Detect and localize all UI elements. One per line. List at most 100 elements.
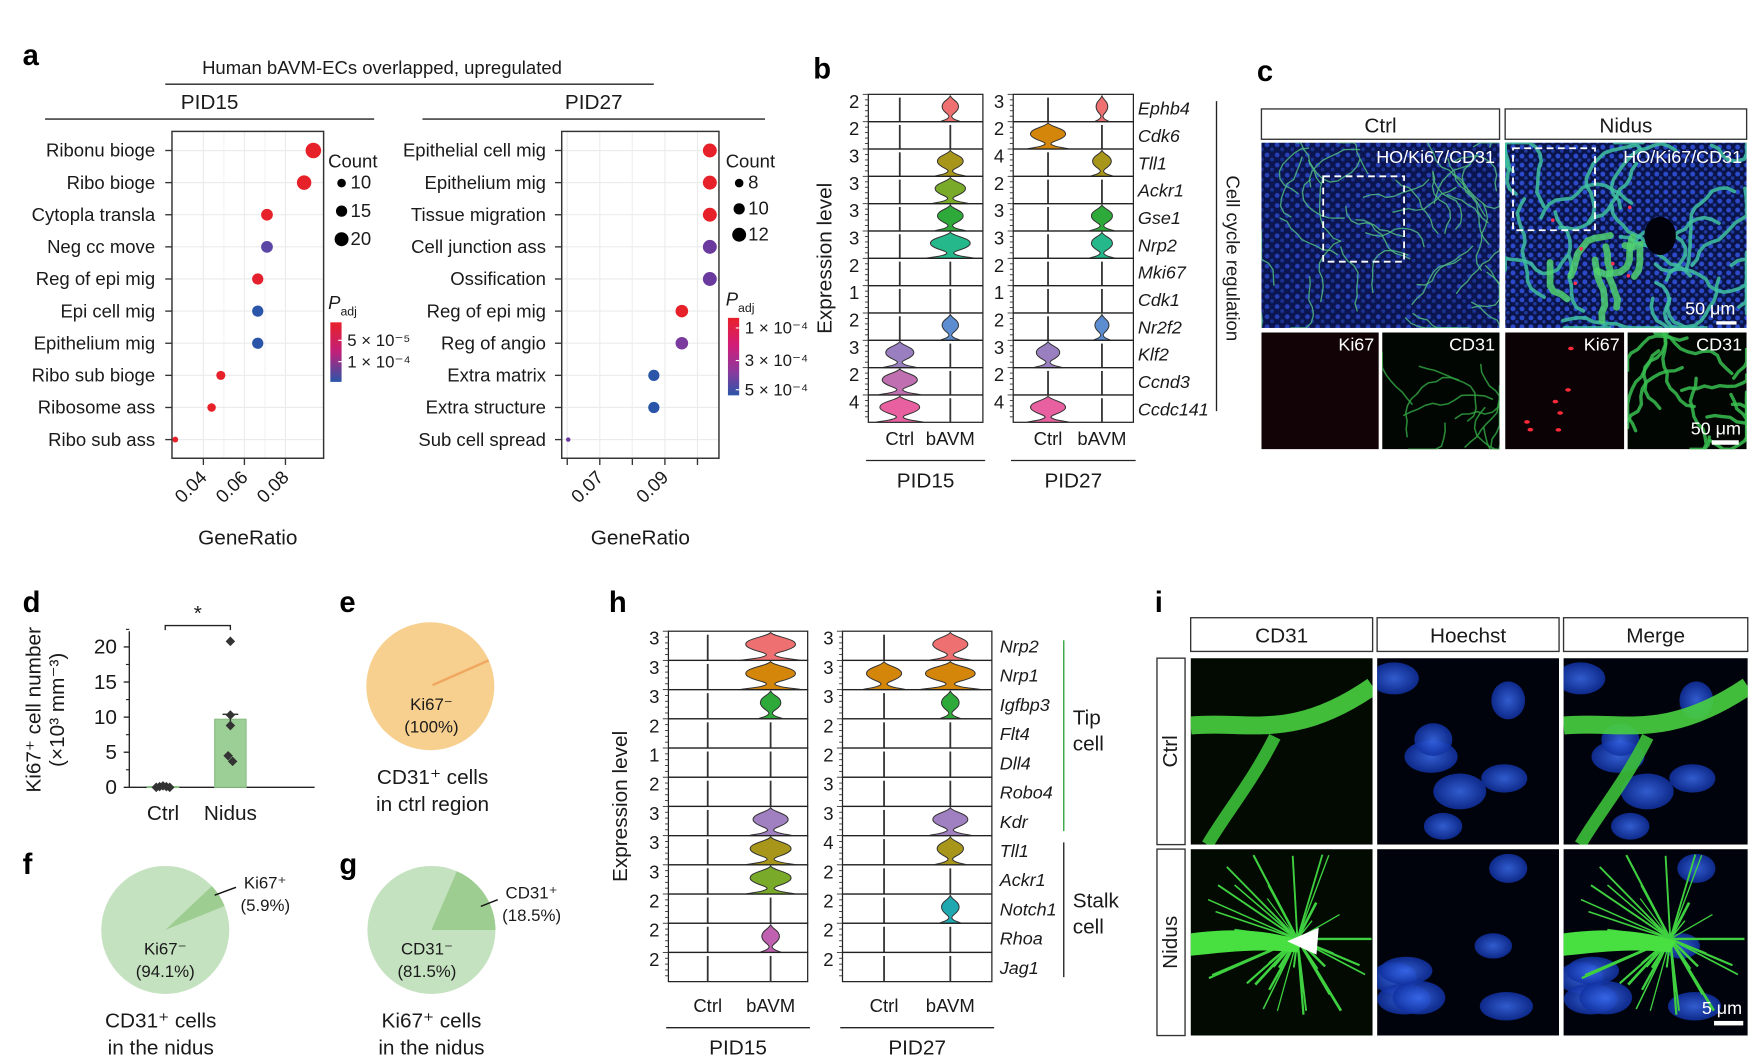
nucleus xyxy=(1566,956,1620,985)
term-label: Ribo sub bioge xyxy=(32,365,156,386)
violin-row-frame xyxy=(1012,203,1135,232)
sprout-filopodium xyxy=(1606,884,1671,940)
y-max-label: 3 xyxy=(849,337,859,358)
vessel-stroke xyxy=(1609,142,1678,210)
y-max-label: 4 xyxy=(849,391,859,412)
nucleus xyxy=(1563,662,1606,695)
violin-row-frame xyxy=(867,203,984,232)
panel-label-c: c xyxy=(1257,56,1273,88)
padj-legend-label: 1 × 10⁻⁴ xyxy=(745,319,808,338)
violin-bavm xyxy=(1089,149,1115,177)
vessel-stroke xyxy=(1690,186,1747,268)
vessel-branch xyxy=(1575,734,1654,845)
micrograph-ctrl-cd31 xyxy=(1190,658,1373,845)
term-label: Extra structure xyxy=(426,397,546,418)
vessel-stroke xyxy=(1473,406,1500,450)
vessel-stroke xyxy=(1649,296,1674,328)
pie-chart-g: CD31⁺ (18.5%) CD31⁻ (81.5%) Ki67⁺ cells in th… xyxy=(367,865,561,1058)
dotplot-a_pid15: PID15 0.04 0.06 0.08 GeneRatio Ribonu bioge Ri… xyxy=(32,91,411,550)
violin-row-frame xyxy=(841,922,993,954)
panel-label-b: b xyxy=(813,54,831,86)
nucleus xyxy=(1379,956,1433,985)
y-max-label: 3 xyxy=(994,91,1004,112)
sprout-filopodium xyxy=(1669,938,1699,968)
ki67-positive-cell xyxy=(1626,274,1631,278)
term-dot xyxy=(675,304,689,318)
ki67-background xyxy=(1505,332,1625,450)
violin-row-frame xyxy=(841,864,993,895)
panel-label-i: i xyxy=(1155,587,1163,619)
data-point xyxy=(225,636,236,647)
y-max-label: 2 xyxy=(823,715,833,736)
x-tick-label: 0.06 xyxy=(211,466,251,506)
nucleus xyxy=(1414,723,1453,756)
vessel-stroke xyxy=(1294,142,1322,185)
count-legend-dot xyxy=(335,205,348,217)
term-label: Ribonu bioge xyxy=(46,140,155,161)
y-max-label: 2 xyxy=(849,309,859,330)
y-max-label: 3 xyxy=(849,173,859,194)
vessel-stroke xyxy=(1653,332,1734,376)
panel-a-supertitle: Human bAVM-ECs overlapped, upregulated xyxy=(202,57,562,78)
x-tick-label: 0.08 xyxy=(252,466,292,506)
count-legend-dot xyxy=(734,178,744,188)
count-legend-title: Count xyxy=(328,150,378,171)
pie-caption: in the nidus xyxy=(108,1037,214,1058)
pie-slice xyxy=(431,871,496,930)
nucleus xyxy=(1433,773,1487,810)
padj-colorbar xyxy=(330,322,342,382)
sprout-filopodium xyxy=(1588,910,1671,940)
term-label: Ribo bioge xyxy=(67,172,156,193)
term-label: Cytopla transla xyxy=(32,204,156,225)
y-max-label: 2 xyxy=(649,890,659,911)
sprout-filopodium xyxy=(1296,855,1330,940)
pie-slice-pct: (18.5%) xyxy=(502,906,561,925)
image-background xyxy=(1190,658,1373,845)
ki67-positive-cell xyxy=(1579,247,1583,251)
tip-cell-label: Tip xyxy=(1073,706,1101,729)
violin-bavm xyxy=(1088,202,1116,232)
vessel-stroke xyxy=(1308,158,1361,183)
violin-row-frame xyxy=(667,951,809,983)
vessel-stroke xyxy=(1261,230,1275,286)
violin-bavm xyxy=(925,231,976,259)
vessel-stroke xyxy=(1662,276,1721,328)
violin-bavm xyxy=(933,148,967,177)
term-dot xyxy=(702,207,717,222)
nucleus xyxy=(1481,764,1528,793)
ki67-positive-cell xyxy=(1524,420,1530,424)
ki67-background xyxy=(1261,332,1379,450)
nucleus xyxy=(1491,681,1526,720)
violin-row-frame xyxy=(841,718,993,749)
vessel-stroke xyxy=(1480,363,1500,448)
vessel-sprout xyxy=(1190,930,1303,956)
gene-label: Mki67 xyxy=(1138,263,1187,283)
violin-bavm xyxy=(1088,230,1116,259)
count-legend-label: 10 xyxy=(748,198,769,219)
dotplot-title: PID27 xyxy=(565,91,623,114)
gene-label: Klf2 xyxy=(1138,345,1169,365)
y-max-label: 3 xyxy=(649,832,659,853)
y-tick-label: 15 xyxy=(94,671,117,694)
micrograph-cd31-nidus xyxy=(1627,332,1747,450)
vessel-stroke xyxy=(1557,161,1639,232)
gene-label: Ccnd3 xyxy=(1138,372,1190,392)
violin-bavm xyxy=(748,806,793,837)
sprout-filopodium xyxy=(1207,898,1298,940)
padj-legend-subscript: adj xyxy=(738,301,754,315)
term-dot xyxy=(305,142,322,159)
panel-label-d: d xyxy=(23,587,41,619)
row-header-label: Ctrl xyxy=(1159,735,1182,767)
y-axis-units: (×10³ mm⁻³) xyxy=(46,653,69,767)
y-max-label: 3 xyxy=(849,145,859,166)
sprout-filopodium xyxy=(1215,910,1298,940)
vessel-stroke xyxy=(1471,265,1500,309)
sprout-filopodium xyxy=(1669,937,1733,967)
vessel-stroke xyxy=(1602,243,1622,311)
term-dot xyxy=(261,208,273,221)
ki67-positive-cell xyxy=(1610,261,1615,266)
column-header-ctrl xyxy=(1260,108,1501,140)
panel-title: PID15 xyxy=(897,469,955,492)
pie-caption: CD31⁺ cells xyxy=(105,1010,216,1033)
term-dot xyxy=(207,403,216,412)
